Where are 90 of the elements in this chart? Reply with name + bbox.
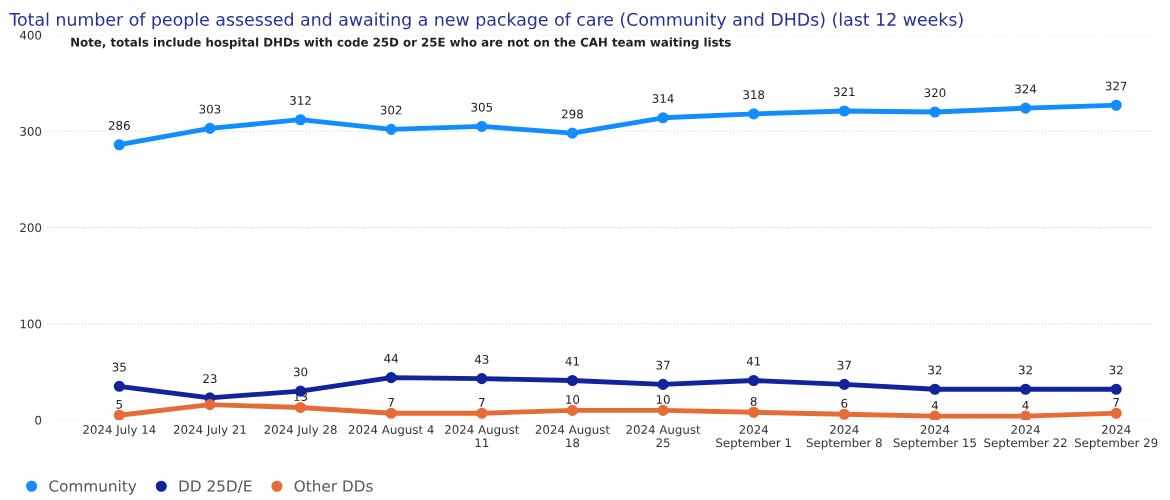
data-label: 30 — [293, 367, 308, 377]
data-label: 32 — [1109, 365, 1123, 375]
point — [838, 378, 850, 390]
y-tick-label: 200 — [20, 223, 42, 233]
point — [657, 404, 669, 416]
data-label: 8 — [750, 396, 757, 406]
point — [929, 383, 941, 395]
point — [566, 374, 578, 387]
x-tick-label: 2024 August 18 — [535, 425, 610, 448]
data-label: 4 — [1022, 400, 1029, 410]
x-tick-label: 2024 August 11 — [445, 425, 520, 448]
data-label: 320 — [924, 88, 946, 98]
point — [1020, 383, 1032, 395]
point — [566, 127, 578, 139]
point — [204, 399, 216, 411]
point — [204, 122, 216, 134]
data-label: 6 — [841, 398, 848, 408]
point — [385, 123, 397, 135]
data-label: 321 — [833, 87, 855, 97]
data-label: 7 — [388, 398, 394, 407]
data-label: 44 — [384, 354, 399, 363]
data-label: 5 — [116, 399, 123, 409]
data-label: 302 — [380, 105, 402, 115]
point — [748, 374, 760, 387]
data-label: 4 — [931, 400, 939, 410]
point — [838, 105, 850, 117]
point — [476, 407, 488, 419]
x-tick-label: 2024 July 14 — [83, 424, 156, 437]
x-tick-label: 2024 July 21 — [173, 424, 246, 437]
data-label: 324 — [1015, 84, 1037, 94]
point — [1020, 410, 1032, 420]
x-tick-label: 2024 September 15 — [893, 425, 976, 450]
data-label: 314 — [652, 94, 674, 103]
chart-title: Total number of people assessed and awaiting a new package of care (Community and DHDs) (last 12 weeks) — [9, 12, 963, 30]
point — [748, 108, 760, 120]
data-label: 286 — [108, 121, 130, 130]
point — [294, 114, 307, 126]
data-label: 32 — [1018, 365, 1032, 375]
point — [838, 408, 850, 420]
legend-label: Other DDs — [294, 479, 373, 492]
data-label: 7 — [1113, 398, 1119, 407]
data-label: 32 — [928, 365, 942, 375]
data-label: 312 — [290, 95, 311, 105]
x-tick-label: 2024 September 29 — [1074, 425, 1158, 450]
data-label: 298 — [562, 109, 583, 119]
x-tick-label: 2024 September 1 — [716, 425, 791, 450]
data-label: 303 — [199, 104, 221, 114]
x-tick-label: 2024 September 22 — [984, 425, 1067, 450]
data-label: 43 — [474, 354, 489, 364]
legend-label: Community — [49, 479, 137, 495]
y-tick-label: 400 — [19, 30, 42, 40]
data-label: 327 — [1105, 81, 1127, 91]
point — [476, 120, 488, 132]
point — [1110, 407, 1122, 419]
point — [294, 401, 307, 414]
x-tick-label: 2024 August 25 — [626, 425, 701, 448]
data-label: 23 — [203, 374, 217, 384]
data-label: 41 — [746, 356, 761, 366]
point — [1110, 383, 1122, 395]
data-label: 35 — [112, 362, 126, 372]
x-tick-label: 2024 August 4 — [348, 425, 434, 437]
y-tick-label: 100 — [20, 319, 42, 329]
data-label: 37 — [656, 360, 670, 370]
point — [476, 373, 488, 385]
point — [929, 410, 941, 420]
data-label: 41 — [565, 356, 579, 366]
point — [113, 380, 125, 392]
data-label: 10 — [656, 394, 670, 404]
x-tick-label: 2024 July 28 — [264, 424, 337, 437]
point — [657, 378, 669, 390]
y-tick-label: 0 — [35, 415, 42, 425]
annotation: Note, totals include hospital DHDs with code 25D or 25E who are not on the CAH team waiting lists — [71, 37, 731, 50]
point — [385, 372, 397, 384]
point — [657, 112, 669, 124]
data-label: 7 — [479, 398, 485, 407]
point — [1110, 99, 1122, 111]
data-label: 37 — [837, 360, 851, 370]
legend-label: DD 25D/E — [179, 480, 252, 493]
point — [748, 406, 760, 418]
x-tick-label: 2024 September 8 — [806, 425, 882, 450]
point — [566, 404, 578, 416]
point — [113, 139, 125, 151]
point — [929, 106, 941, 118]
point — [1020, 102, 1032, 114]
data-label: 10 — [566, 394, 580, 404]
data-label: 318 — [743, 90, 765, 100]
point — [385, 407, 397, 419]
y-tick-label: 300 — [20, 126, 42, 136]
point — [113, 409, 125, 420]
data-label: 305 — [471, 102, 493, 112]
